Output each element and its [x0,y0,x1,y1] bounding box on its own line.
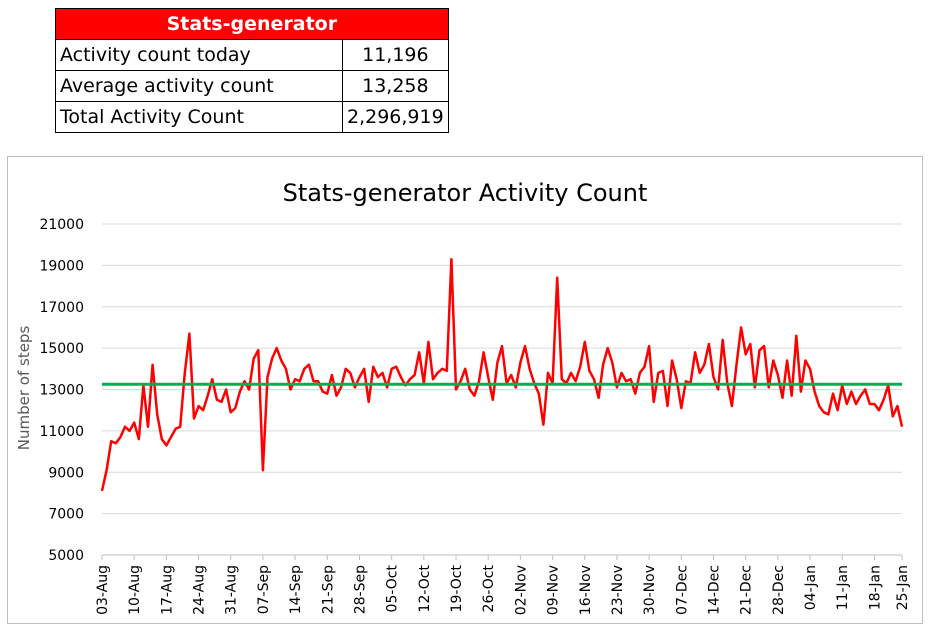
x-tick-label: 10-Aug [127,565,143,615]
series-lines [100,257,904,492]
summary-row: Total Activity Count 2,296,919 [55,101,449,133]
x-tick-label: 04-Jan [803,565,819,610]
y-tick-label: 19000 [39,258,84,274]
y-axis-label: Number of steps [15,326,33,451]
y-tick-label: 15000 [39,341,84,357]
x-tick-label: 07-Sep [256,565,272,614]
x-tick-label: 23-Nov [610,565,626,615]
x-tick-label: 25-Jan [895,565,911,610]
x-tick-label: 17-Aug [159,565,175,615]
y-tick-label: 5000 [48,548,84,564]
y-tick-label: 17000 [39,300,84,316]
x-tick-label: 16-Nov [578,565,594,615]
x-tick-label: 11-Jan [835,565,851,610]
x-tick-label: 09-Nov [546,565,562,615]
chart-title: Stats-generator Activity Count [283,179,648,207]
y-tick-label: 11000 [39,424,84,440]
x-tick-label: 28-Dec [771,565,787,615]
x-tick-labels: 03-Aug 10-Aug 17-Aug 24-Aug 31-Aug 07-Sep 14-S… [95,555,911,615]
summary-row: Activity count today 11,196 [55,39,449,71]
x-tick-label: 19-Oct [449,564,465,612]
x-tick-label: 31-Aug [224,565,240,615]
x-tick-label: 28-Sep [352,565,368,614]
y-tick-labels: 5000 7000 9000 11000 13000 15000 17000 19000 210… [39,217,84,564]
x-tick-label: 14-Dec [706,565,722,615]
y-tick-label: 9000 [48,465,84,481]
x-tick-label: 26-Oct [481,564,497,612]
x-tick-label: 05-Oct [385,564,401,612]
y-tick-label: 13000 [39,383,84,399]
summary-label: Total Activity Count [55,101,343,133]
y-tick-label: 7000 [48,507,84,523]
x-tick-label: 24-Aug [192,565,208,615]
x-tick-label: 21-Dec [739,565,755,615]
summary-table: Stats-generator Activity count today 11,… [55,8,449,133]
summary-value: 11,196 [342,39,449,71]
activity-series-line [100,257,904,492]
summary-title: Stats-generator [55,8,449,40]
x-tick-label: 14-Sep [288,565,304,614]
x-tick-label: 21-Sep [320,565,336,614]
summary-value: 2,296,919 [342,101,449,133]
x-tick-label: 03-Aug [95,565,111,615]
y-tick-label: 21000 [39,217,84,233]
summary-value: 13,258 [342,70,449,102]
x-tick-label: 12-Oct [417,564,433,612]
x-tick-label: 02-Nov [513,565,529,615]
summary-label: Activity count today [55,39,343,71]
x-tick-label: 30-Nov [642,565,658,615]
x-tick-label: 07-Dec [674,565,690,615]
x-tick-label: 18-Jan [867,565,883,610]
